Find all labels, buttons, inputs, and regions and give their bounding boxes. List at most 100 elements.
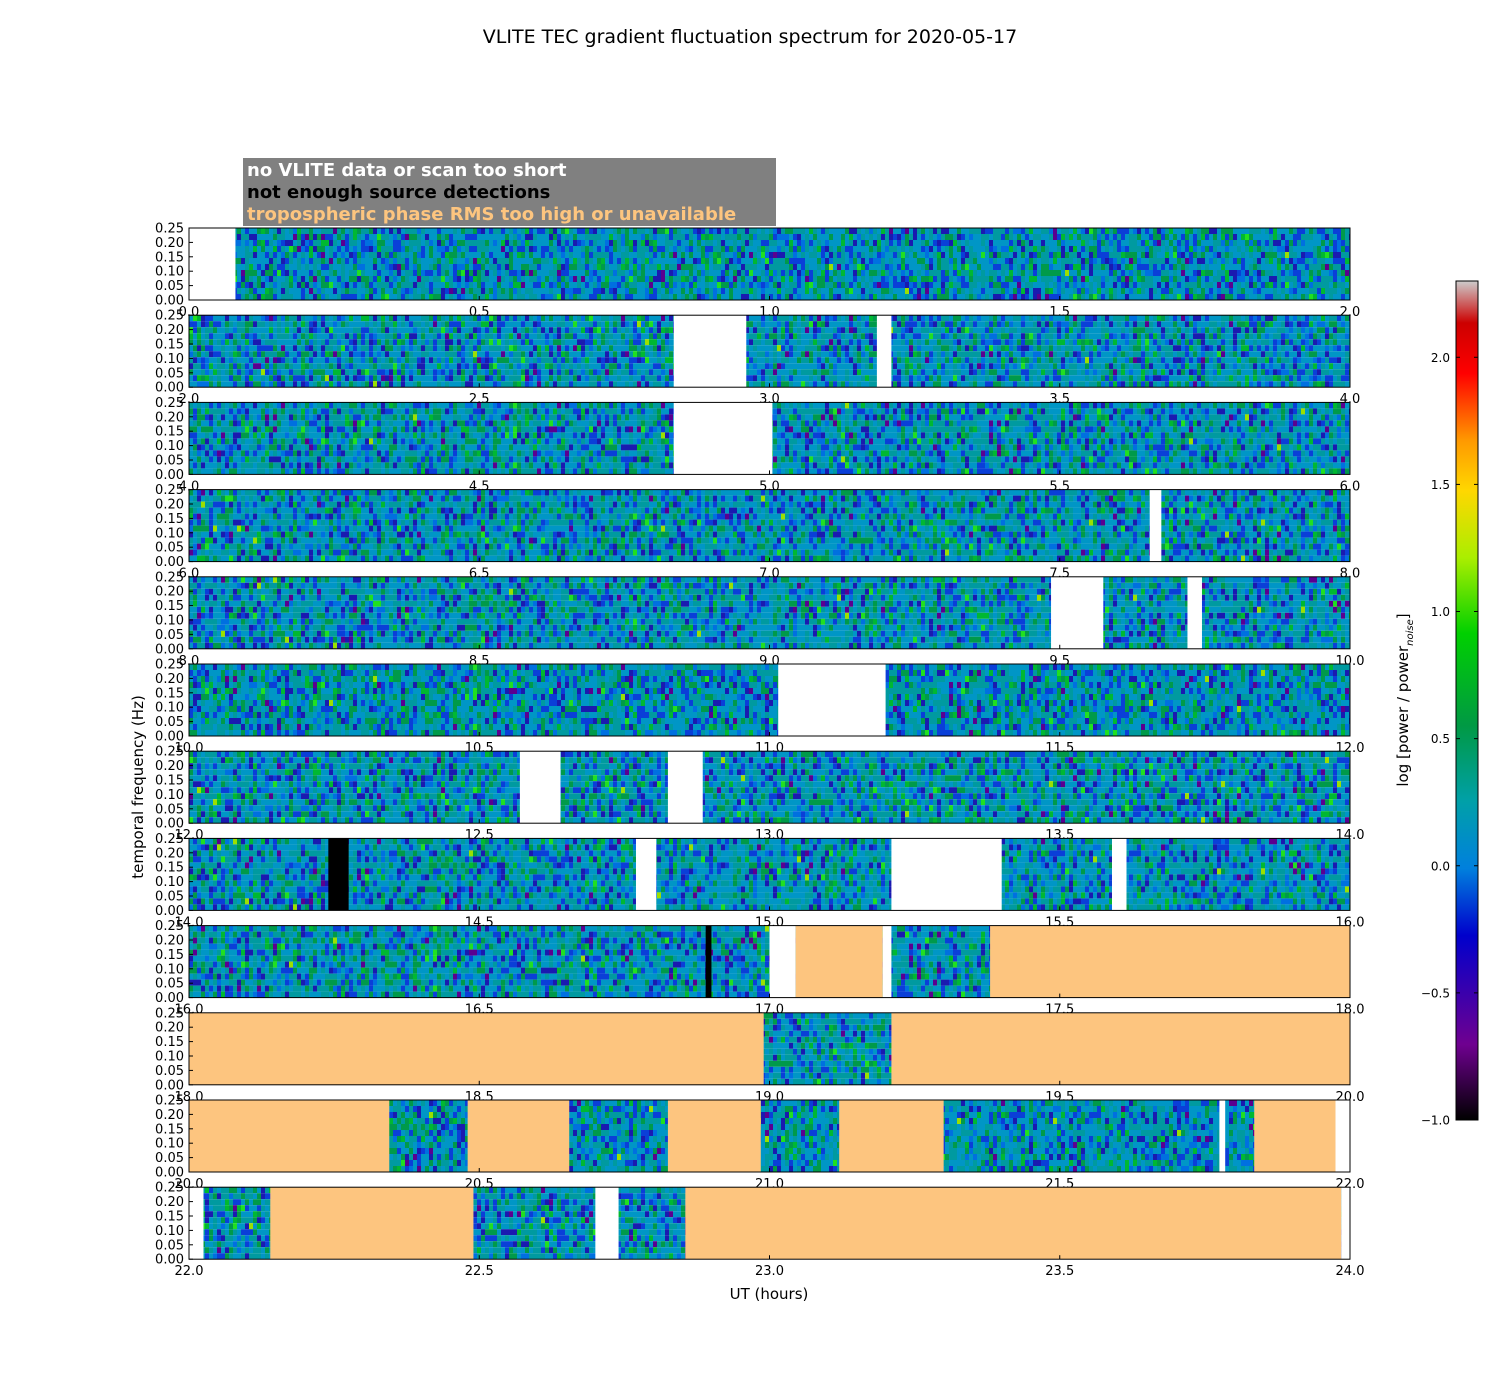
panel-4-ytick-5: 0.25: [155, 570, 184, 585]
panel-9-ytick-4: 0.20: [155, 1021, 184, 1036]
panel-7-gap-0: [328, 838, 348, 910]
colorbar-tick-1: −0.5: [1421, 986, 1450, 1000]
panel-3-ytick-1: 0.05: [155, 541, 184, 556]
panel-1-ytick-5: 0.25: [155, 309, 184, 324]
colorbar-label-main: log [power / power: [1394, 645, 1412, 787]
panel-0-ytick-1: 0.05: [155, 279, 184, 294]
panel-8-ytick-3: 0.15: [155, 948, 184, 963]
panel-1-gap-0: [674, 315, 747, 387]
panel-11-xtick-2: 23.0: [755, 1264, 784, 1279]
colorbar-tick-5: 1.5: [1431, 478, 1450, 492]
panel-2-ytick-5: 0.25: [155, 396, 184, 411]
panel-8-ytick-5: 0.25: [155, 919, 184, 934]
panel-8-gap-4: [990, 926, 1350, 998]
panel-10-gap-1: [468, 1100, 570, 1172]
panel-8-gap-1: [770, 926, 796, 998]
panel-1-ytick-4: 0.20: [155, 323, 184, 338]
panel-4-ytick-3: 0.15: [155, 599, 184, 614]
panel-5-ytick-1: 0.05: [155, 715, 184, 730]
panel-9-ytick-2: 0.10: [155, 1050, 184, 1065]
panel-1-gap-1: [877, 315, 892, 387]
panel-2: 0.000.050.100.150.200.254.0 4.5 5.0 5.5 6.0: [155, 396, 1360, 495]
panel-7-ytick-5: 0.25: [155, 832, 184, 847]
colorbar: −1.0−0.50.00.51.01.52.0 log [power / pow…: [1394, 281, 1478, 1128]
panel-11-xtick-4: 24.0: [1336, 1264, 1365, 1279]
panel-9-ytick-3: 0.15: [155, 1035, 184, 1050]
legend-entry-rms: tropospheric phase RMS too high or unava…: [247, 204, 736, 225]
panel-6-spectrogram: [189, 751, 1350, 823]
panel-8-ytick-4: 0.20: [155, 934, 184, 949]
panel-4-spectrogram: [189, 577, 1350, 649]
panel-7-ytick-1: 0.05: [155, 890, 184, 905]
legend-entry-detections: not enough source detections: [247, 182, 550, 203]
panel-11-xtick-1: 22.5: [465, 1264, 494, 1279]
panel-2-ytick-4: 0.20: [155, 410, 184, 425]
panel-0-gap-0: [189, 228, 235, 300]
panel-7-ytick-4: 0.20: [155, 846, 184, 861]
panel-3-ytick-5: 0.25: [155, 483, 184, 498]
panel-11-gap-1: [270, 1187, 473, 1259]
colorbar-tick-0: −1.0: [1421, 1114, 1450, 1128]
panel-1-spectrogram: [189, 315, 1350, 387]
colorbar-label-end: ]: [1394, 613, 1412, 619]
panel-3-ytick-3: 0.15: [155, 512, 184, 527]
colorbar-tick-2: 0.0: [1431, 859, 1450, 873]
panel-6-ytick-4: 0.20: [155, 759, 184, 774]
panel-11-gap-3: [685, 1187, 1341, 1259]
legend: no VLITE data or scan too short not enou…: [243, 158, 776, 226]
panel-8-gap-2: [796, 926, 883, 998]
panel-7-ytick-2: 0.10: [155, 875, 184, 890]
panels: 0.000.050.100.150.200.250.0 0.5 1.0 1.5 2.00…: [155, 222, 1364, 1280]
panel-10-gap-4: [1219, 1100, 1225, 1172]
panel-0-ytick-5: 0.25: [155, 222, 184, 237]
panel-10-gap-0: [189, 1100, 389, 1172]
panel-11-ytick-1: 0.05: [155, 1238, 184, 1253]
panel-7-gap-3: [1112, 838, 1127, 910]
panel-4-ytick-4: 0.20: [155, 585, 184, 600]
panel-8-ytick-1: 0.05: [155, 977, 184, 992]
panel-3-ytick-4: 0.20: [155, 498, 184, 513]
colorbar-tick-4: 1.0: [1431, 605, 1450, 619]
panel-1-ytick-1: 0.05: [155, 366, 184, 381]
panel-6-gap-0: [520, 751, 561, 823]
panel-7-spectrogram: [189, 838, 1350, 910]
panel-6-ytick-3: 0.15: [155, 774, 184, 789]
panel-4-ytick-2: 0.10: [155, 614, 184, 629]
panel-6-ytick-1: 0.05: [155, 802, 184, 817]
panel-5-ytick-3: 0.15: [155, 686, 184, 701]
panel-5-ytick-5: 0.25: [155, 658, 184, 673]
panel-10-gap-3: [839, 1100, 943, 1172]
panel-8-gap-0: [706, 926, 712, 998]
panel-2-gap-0: [674, 402, 773, 474]
panel-9-gap-1: [891, 1013, 1350, 1085]
colorbar-label: log [power / powernoise]: [1394, 613, 1416, 786]
panel-7-gap-1: [636, 838, 656, 910]
panel-6-gap-1: [668, 751, 703, 823]
panel-11-gap-4: [1341, 1187, 1350, 1259]
panel-11-ytick-5: 0.25: [155, 1181, 184, 1196]
panel-10-ytick-3: 0.15: [155, 1122, 184, 1137]
panel-9-ytick-1: 0.05: [155, 1064, 184, 1079]
colorbar-gradient: [1456, 281, 1478, 1120]
x-axis-label: UT (hours): [730, 1285, 809, 1303]
panel-11-gap-2: [595, 1187, 618, 1259]
panel-10-gap-6: [1335, 1100, 1350, 1172]
panel-7-gap-2: [891, 838, 1001, 910]
panel-3-ytick-2: 0.10: [155, 526, 184, 541]
panel-5-ytick-4: 0.20: [155, 672, 184, 687]
panel-4-ytick-1: 0.05: [155, 628, 184, 643]
panel-8-ytick-2: 0.10: [155, 962, 184, 977]
panel-9-ytick-5: 0.25: [155, 1006, 184, 1021]
panel-6-ytick-2: 0.10: [155, 788, 184, 803]
panel-7-ytick-3: 0.15: [155, 861, 184, 876]
panel-1-ytick-3: 0.15: [155, 338, 184, 353]
panel-11-ytick-3: 0.15: [155, 1210, 184, 1225]
panel-0-ytick-3: 0.15: [155, 250, 184, 265]
panel-11-xtick-3: 23.5: [1045, 1264, 1074, 1279]
